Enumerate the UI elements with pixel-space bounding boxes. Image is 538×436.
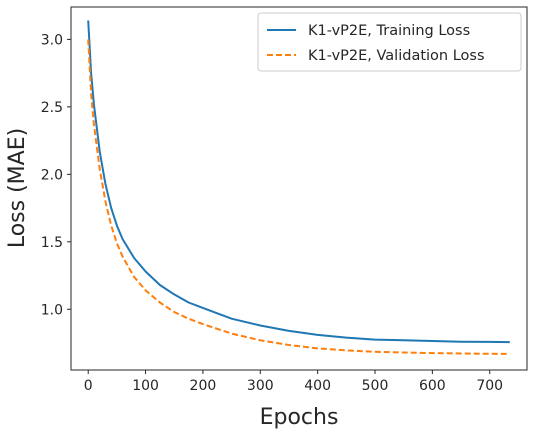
legend-validation-label: K1-vP2E, Validation Loss (308, 48, 485, 64)
x-tick-label: 500 (362, 378, 389, 394)
y-tick-label: 1.5 (41, 235, 63, 251)
x-tick-label: 100 (132, 378, 159, 394)
x-tick-label: 700 (476, 378, 503, 394)
legend-training-label: K1-vP2E, Training Loss (308, 23, 470, 39)
training-loss-line (87, 20, 510, 344)
y-axis-label: Loss (MAE) (5, 128, 30, 248)
legend: K1-vP2E, Training Loss K1-vP2E, Validati… (257, 12, 522, 72)
legend-box (257, 12, 522, 72)
plot-frame (70, 6, 528, 371)
x-axis-label: Epochs (260, 405, 339, 430)
x-tick-label: 600 (419, 378, 446, 394)
x-tick-label: 400 (304, 378, 331, 394)
validation-loss-line (87, 39, 510, 355)
x-tick-label: 300 (247, 378, 274, 394)
y-tick-label: 1.0 (41, 302, 63, 318)
y-tick-label: 3.0 (41, 32, 63, 48)
y-tick-label: 2.5 (41, 100, 63, 116)
series-lines (87, 20, 510, 355)
ticks: 0 100 200 300 400 500 600 700 1.0 1.5 2.0 2.5 3.0 (41, 32, 503, 394)
x-tick-label: 200 (190, 378, 217, 394)
x-tick-label: 0 (84, 378, 93, 394)
y-tick-label: 2.0 (41, 167, 63, 183)
